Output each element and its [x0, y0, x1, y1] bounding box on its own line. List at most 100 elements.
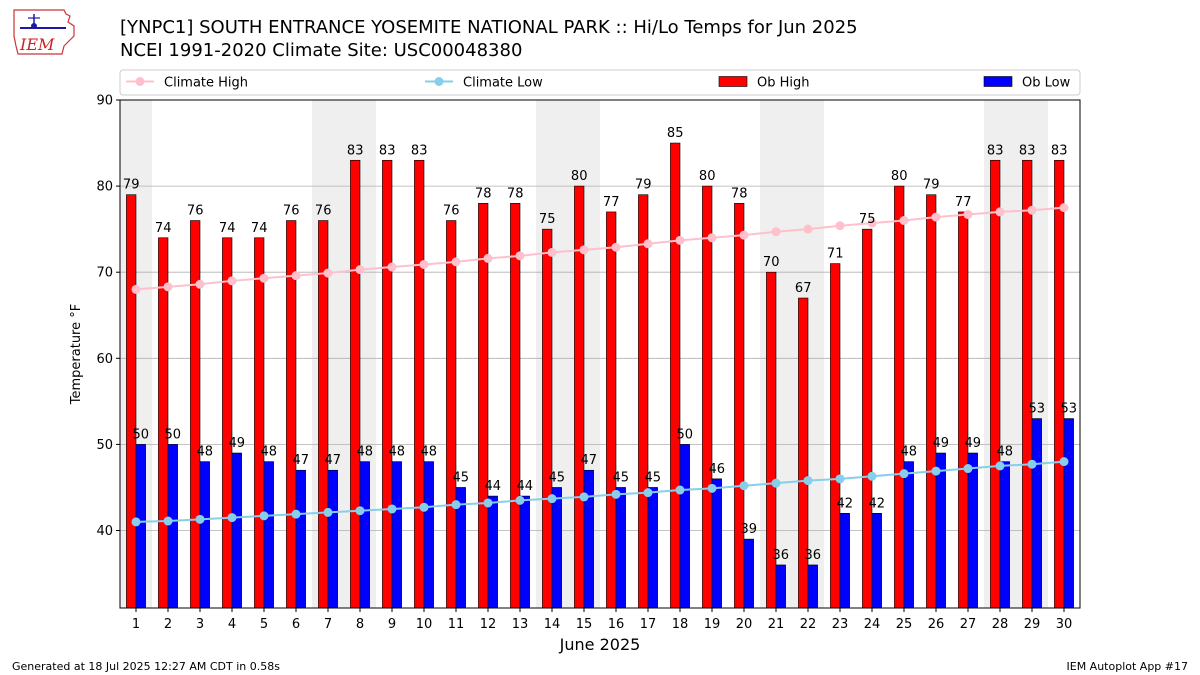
x-tick-label: 8 [356, 617, 364, 632]
climate-high-point [387, 262, 397, 272]
x-tick-label: 27 [960, 617, 977, 632]
climate-low-point [579, 492, 589, 502]
ob-high-bar [1054, 159, 1065, 609]
climate-low-point [643, 488, 653, 498]
climate-low-point [355, 506, 365, 516]
ob-high-bar [158, 237, 169, 609]
ob-high-value-label: 80 [699, 169, 716, 184]
ob-low-value-label: 48 [421, 445, 438, 460]
ob-high-value-label: 67 [795, 281, 812, 296]
x-tick-label: 3 [196, 617, 204, 632]
x-tick-label: 21 [768, 617, 785, 632]
legend-box [119, 69, 1081, 96]
ob-low-value-label: 50 [165, 427, 182, 442]
ob-high-bar [542, 228, 553, 609]
ob-low-bar [327, 469, 338, 609]
ob-high-bar [638, 194, 649, 609]
ob-low-bar [1031, 418, 1042, 609]
ob-low-value-label: 48 [389, 445, 406, 460]
x-tick-label: 4 [228, 617, 236, 632]
ob-low-bar [231, 452, 242, 609]
x-tick-label: 6 [292, 617, 300, 632]
ob-high-value-label: 76 [315, 204, 332, 219]
climate-high-point [547, 247, 557, 257]
ob-low-bar [135, 444, 146, 609]
x-tick-label: 28 [992, 617, 1009, 632]
ob-low-value-label: 45 [549, 470, 566, 485]
ob-low-bar [935, 452, 946, 609]
logo-text: IEM [19, 35, 55, 54]
x-tick-label: 13 [512, 617, 529, 632]
chart-title: [YNPC1] SOUTH ENTRANCE YOSEMITE NATIONAL… [120, 17, 858, 38]
ob-low-value-label: 39 [741, 522, 758, 537]
ob-high-bar [606, 211, 617, 609]
ob-high-bar [318, 220, 329, 609]
ob-high-value-label: 78 [507, 186, 524, 201]
plot-frame [119, 99, 1081, 609]
ob-low-bar [679, 444, 690, 609]
climate-low-point [803, 476, 813, 486]
ob-low-value-label: 48 [261, 445, 278, 460]
ob-low-value-label: 42 [837, 496, 854, 511]
ob-low-value-label: 42 [869, 496, 886, 511]
climate-high-point [291, 271, 301, 281]
x-tick-label: 16 [608, 617, 625, 632]
climate-low-point [899, 469, 909, 479]
climate-low-point [451, 500, 461, 510]
ob-low-bar [359, 461, 370, 609]
ob-high-value-label: 83 [347, 143, 364, 158]
x-tick-label: 11 [448, 617, 465, 632]
ob-low-value-label: 47 [325, 453, 342, 468]
x-axis-label: June 2025 [559, 635, 641, 654]
climate-high-point [611, 242, 621, 252]
legend-ob-low-swatch [983, 76, 1013, 87]
x-tick-label: 26 [928, 617, 945, 632]
climate-high-point [739, 230, 749, 240]
climate-high-point [835, 221, 845, 231]
ob-low-bar [743, 538, 754, 609]
ob-low-bar [199, 461, 210, 609]
climate-low-point [419, 502, 429, 512]
ob-low-bar [1063, 418, 1074, 609]
x-tick-label: 24 [864, 617, 881, 632]
ob-low-value-label: 48 [901, 445, 918, 460]
x-tick-label: 22 [800, 617, 817, 632]
ob-high-bar [478, 203, 489, 609]
ob-low-value-label: 36 [805, 548, 822, 563]
climate-low-point [771, 478, 781, 488]
ob-low-value-label: 47 [581, 453, 598, 468]
ob-low-bar [999, 461, 1010, 609]
climate-high-point [515, 251, 525, 261]
y-tick-label: 90 [96, 94, 113, 109]
legend-climate-low-swatch-marker [434, 77, 444, 86]
x-tick-label: 12 [480, 617, 497, 632]
ob-high-bar [958, 211, 969, 609]
climate-high-point [451, 257, 461, 267]
ob-high-bar [414, 159, 425, 609]
legend-ob-high-label: Ob High [757, 76, 810, 91]
ob-high-value-label: 83 [411, 143, 428, 158]
ob-high-value-label: 83 [1019, 143, 1036, 158]
generated-timestamp: Generated at 18 Jul 2025 12:27 AM CDT in… [12, 660, 280, 673]
app-credit: IEM Autoplot App #17 [1066, 660, 1189, 673]
ob-low-bar [487, 495, 498, 609]
ob-low-bar [583, 469, 594, 609]
ob-low-bar [295, 469, 306, 609]
ob-high-bar [734, 203, 745, 609]
ob-low-value-label: 36 [773, 548, 790, 563]
climate-low-line [135, 460, 1065, 523]
ob-low-bar [647, 487, 658, 609]
climate-low-point [931, 466, 941, 476]
x-tick-label: 9 [388, 617, 396, 632]
climate-low-point [963, 464, 973, 474]
legend-climate-high-swatch-marker [135, 77, 145, 86]
ob-low-value-label: 48 [197, 445, 214, 460]
iem-logo: IEM [13, 9, 75, 55]
ob-low-bar [551, 487, 562, 609]
climate-high-point [1059, 203, 1069, 213]
ob-low-bar [967, 452, 978, 609]
climate-high-point [163, 282, 173, 292]
climate-low-point [1027, 459, 1037, 469]
x-tick-label: 2 [164, 617, 172, 632]
